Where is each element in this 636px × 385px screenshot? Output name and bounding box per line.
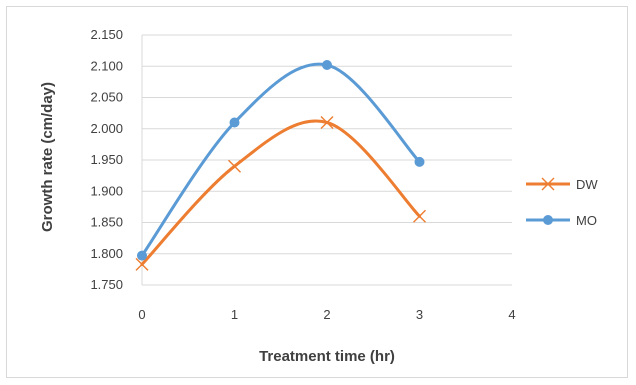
x-tick-labels: 0 1 2 3 4 [138, 307, 515, 322]
data-point-dw [135, 257, 149, 271]
x-tick-label: 2 [323, 307, 330, 322]
y-tick-label: 1.750 [90, 277, 123, 292]
chart-frame [6, 6, 628, 378]
y-tick-label: 1.800 [90, 246, 123, 261]
y-tick-label: 2.100 [90, 58, 123, 73]
legend-label-mo: MO [576, 213, 597, 228]
x-tick-label: 0 [138, 307, 145, 322]
data-point-dw [228, 159, 241, 173]
axes [141, 35, 512, 286]
legend-item-mo: MO [526, 213, 597, 228]
legend-marker-mo [543, 215, 553, 225]
y-tick-label: 2.000 [90, 121, 123, 136]
data-point-mo [322, 60, 332, 70]
legend: DW MO [526, 177, 598, 228]
x-axis-title: Treatment time (hr) [259, 348, 395, 365]
y-axis-title: Growth rate (cm/day) [39, 82, 56, 232]
data-point-dw [413, 209, 426, 223]
series-line-dw [140, 119, 421, 266]
legend-marker-dw [541, 177, 555, 191]
x-tick-label: 3 [416, 307, 423, 322]
x-tick-label: 4 [508, 307, 515, 322]
data-point-dw [320, 116, 334, 129]
y-tick-label: 2.150 [90, 27, 123, 42]
y-tick-label: 1.950 [90, 152, 123, 167]
x-tick-label: 1 [231, 307, 238, 322]
legend-label-dw: DW [576, 177, 598, 192]
data-point-mo [414, 156, 425, 167]
y-tick-label: 1.850 [90, 215, 123, 230]
data-point-mo [137, 250, 147, 261]
gridlines [142, 34, 512, 255]
y-tick-label: 2.050 [90, 90, 123, 105]
series-line-mo [140, 62, 421, 258]
data-point-mo [229, 117, 240, 128]
y-tick-label: 1.900 [90, 183, 123, 198]
legend-item-dw: DW [526, 177, 598, 192]
series-layer [135, 60, 426, 271]
y-tick-labels: 1.750 1.800 1.850 1.900 1.950 2.000 2.050 2.100… [90, 27, 123, 292]
